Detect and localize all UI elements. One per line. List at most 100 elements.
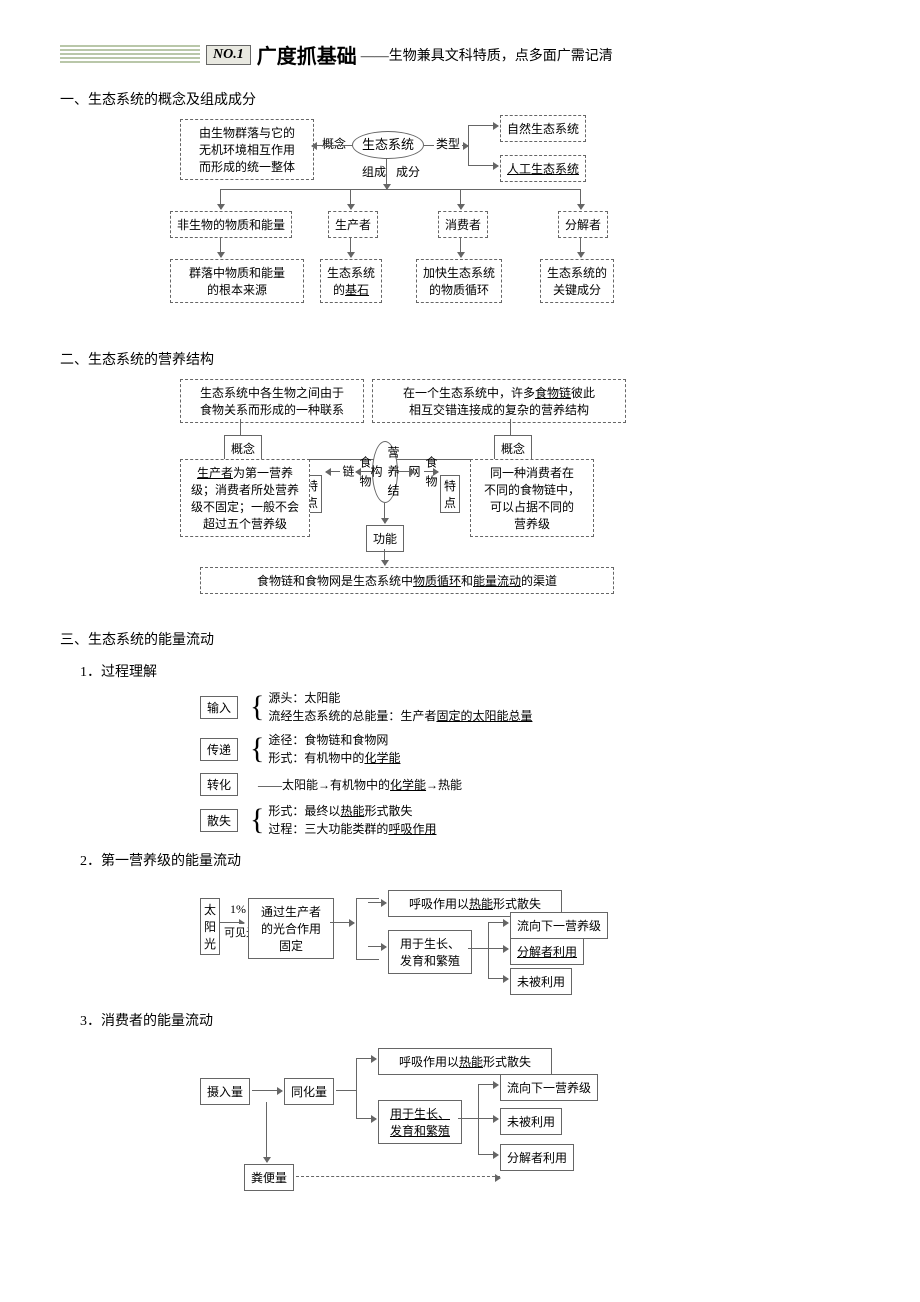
growth-box-2: 用于生长、 发育和繁殖 bbox=[378, 1100, 462, 1144]
diagram-food-structure: 生态系统中各生物之间由于 食物关系而形成的一种联系 在一个生态系统中，许多食物链… bbox=[180, 379, 660, 609]
consumer-note: 加快生态系统 的物质循环 bbox=[416, 259, 502, 303]
line bbox=[398, 471, 414, 472]
chain-feat: 生产者为第一营养级；消费者所处营养级不固定；一般不会超过五个营养级 bbox=[180, 459, 310, 537]
in-b: 流经生态系统的总能量：生产者固定的太阳能总量 bbox=[268, 707, 532, 725]
conv-body: ——太阳能→有机物中的化学能→热能 bbox=[258, 776, 462, 793]
lbl-components: 组成 bbox=[360, 163, 388, 180]
producer-box: 生产者 bbox=[328, 211, 378, 238]
conv-pre: 太阳能→有机物中的 bbox=[282, 778, 390, 792]
row-conv: 转化 ——太阳能→有机物中的化学能→热能 bbox=[200, 773, 620, 796]
loss-a: 形式：最终以热能形式散失 bbox=[268, 802, 436, 820]
body-input: 源头：太阳能 流经生态系统的总能量：生产者固定的太阳能总量 bbox=[268, 689, 532, 725]
line bbox=[424, 471, 438, 472]
in-a: 源头：太阳能 bbox=[268, 689, 532, 707]
summary-pre: 食物链和食物网是生态系统中 bbox=[257, 574, 413, 588]
tag-loss: 散失 bbox=[200, 809, 238, 832]
lbl-concept: 概念 bbox=[320, 135, 348, 152]
line bbox=[220, 189, 580, 190]
resp-u-2: 热能 bbox=[459, 1055, 483, 1069]
line bbox=[356, 1058, 357, 1118]
resp-pre: 呼吸作用以 bbox=[409, 897, 469, 911]
pass-b-pre: 形式：有机物中的 bbox=[268, 751, 364, 765]
line bbox=[220, 189, 221, 209]
line bbox=[252, 1090, 282, 1091]
resp-pre-2: 呼吸作用以 bbox=[399, 1055, 459, 1069]
line bbox=[386, 159, 387, 189]
chain-feat-u: 生产者 bbox=[197, 466, 233, 480]
line bbox=[336, 1090, 356, 1091]
diagram-consumer-energy: 摄入量 同化量 粪便量 呼吸作用以热能形式散失 用于生长、 发育和繁殖 流向下一… bbox=[200, 1038, 660, 1208]
row-input: 输入 { 源头：太阳能 流经生态系统的总能量：生产者固定的太阳能总量 bbox=[200, 689, 620, 725]
page-title: 广度抓基础 bbox=[257, 40, 357, 69]
lbl-parts: 成分 bbox=[394, 163, 422, 180]
out-unused: 未被利用 bbox=[510, 968, 572, 995]
line bbox=[468, 165, 498, 166]
line bbox=[468, 125, 498, 126]
definition-box: 由生物群落与它的 无机环境相互作用 而形成的统一整体 bbox=[180, 119, 314, 180]
pass-b-u: 化学能 bbox=[364, 751, 400, 765]
line bbox=[488, 922, 489, 978]
summary: 食物链和食物网是生态系统中物质循环和能量流动的渠道 bbox=[200, 567, 614, 594]
line bbox=[330, 922, 354, 923]
line bbox=[478, 1084, 479, 1154]
assim-box: 同化量 bbox=[284, 1078, 334, 1105]
sub-3-1: 1．过程理解 bbox=[80, 661, 860, 681]
feces-box: 粪便量 bbox=[244, 1164, 294, 1191]
out-next-2: 流向下一营养级 bbox=[500, 1074, 598, 1101]
decomposer-box: 分解者 bbox=[558, 211, 608, 238]
producer-note: 生态系统的基石 bbox=[320, 259, 382, 303]
lbl-concept-l: 概念 bbox=[224, 435, 262, 462]
brace-icon: { bbox=[250, 698, 264, 716]
line bbox=[220, 922, 244, 923]
lbl-concept-r: 概念 bbox=[494, 435, 532, 462]
line bbox=[488, 922, 508, 923]
sub-3-3: 3．消费者的能量流动 bbox=[80, 1010, 860, 1030]
summary-u2: 能量流动 bbox=[473, 574, 521, 588]
line bbox=[580, 237, 581, 257]
line bbox=[384, 503, 385, 523]
diagram-energy-process: 输入 { 源头：太阳能 流经生态系统的总能量：生产者固定的太阳能总量 传递 { … bbox=[200, 689, 620, 838]
summary-mid: 和 bbox=[461, 574, 473, 588]
tag-pass: 传递 bbox=[200, 738, 238, 761]
loss-b-pre: 过程：三大功能类群的 bbox=[268, 822, 388, 836]
brace-icon: { bbox=[250, 811, 264, 829]
diagram-first-trophic: 太 阳 光 1% 可见光 通过生产者 的光合作用 固定 呼吸作用以热能形式散失 … bbox=[200, 878, 660, 998]
line bbox=[312, 145, 352, 146]
tag-conv: 转化 bbox=[200, 773, 238, 796]
line bbox=[580, 189, 581, 209]
line bbox=[488, 948, 508, 949]
out-decomp: 分解者利用 bbox=[510, 938, 584, 965]
row-pass: 传递 { 途径：食物链和食物网 形式：有机物中的化学能 bbox=[200, 731, 620, 767]
func-box: 功能 bbox=[366, 525, 404, 552]
center-oval: 生态系统 bbox=[352, 131, 424, 159]
sun-box: 太 阳 光 bbox=[200, 898, 220, 955]
body-loss: 形式：最终以热能形式散失 过程：三大功能类群的呼吸作用 bbox=[268, 802, 436, 838]
summary-post: 的渠道 bbox=[521, 574, 557, 588]
line bbox=[368, 902, 386, 903]
row-loss: 散失 { 形式：最终以热能形式散失 过程：三大功能类群的呼吸作用 bbox=[200, 802, 620, 838]
loss-b: 过程：三大功能类群的呼吸作用 bbox=[268, 820, 436, 838]
growth-box: 用于生长、 发育和繁殖 bbox=[388, 930, 472, 974]
resp-box-2: 呼吸作用以热能形式散失 bbox=[378, 1048, 552, 1075]
producer-note-u: 基石 bbox=[345, 283, 369, 297]
conv-post: →热能 bbox=[426, 778, 462, 792]
line bbox=[458, 1118, 478, 1119]
diagram-ecosystem-components: 由生物群落与它的 无机环境相互作用 而形成的统一整体 概念 生态系统 类型 自然… bbox=[180, 119, 660, 329]
consumer-box: 消费者 bbox=[438, 211, 488, 238]
line bbox=[356, 1058, 376, 1059]
tag-input: 输入 bbox=[200, 696, 238, 719]
out-decomp-u: 分解者利用 bbox=[517, 945, 577, 959]
line bbox=[460, 189, 461, 209]
resp-post: 形式散失 bbox=[493, 897, 541, 911]
line bbox=[468, 948, 488, 949]
section-1-heading: 一、生态系统的概念及组成成分 bbox=[60, 89, 860, 109]
feces-dash bbox=[296, 1176, 500, 1177]
loss-b-u: 呼吸作用 bbox=[388, 822, 436, 836]
artificial-box: 人工生态系统 bbox=[500, 155, 586, 182]
line bbox=[326, 471, 340, 472]
line bbox=[384, 549, 385, 565]
loss-a-u: 热能 bbox=[340, 804, 364, 818]
line bbox=[478, 1084, 498, 1085]
decomposer-note: 生态系统的 关键成分 bbox=[540, 259, 614, 303]
growth-u: 用于生长、 发育和繁殖 bbox=[390, 1107, 450, 1138]
